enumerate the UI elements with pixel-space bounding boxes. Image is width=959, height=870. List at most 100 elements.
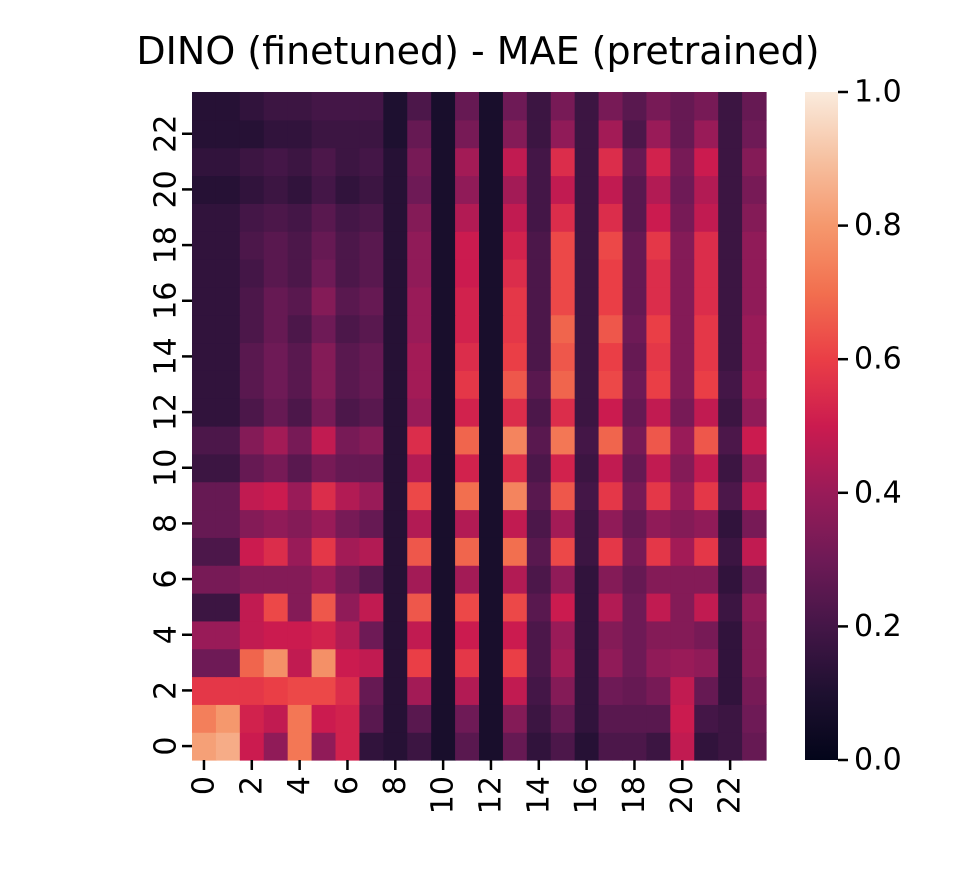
heatmap-cell: [718, 203, 743, 232]
heatmap-cell: [742, 147, 767, 177]
heatmap-cell: [694, 259, 719, 288]
heatmap-cell: [550, 175, 576, 204]
heatmap-cell: [550, 398, 576, 427]
heatmap-cell: [646, 286, 671, 316]
heatmap-cell: [550, 119, 576, 149]
heatmap-cell: [239, 342, 265, 371]
heatmap-cells: [192, 92, 767, 761]
heatmap-cell: [574, 453, 600, 483]
heatmap-cell: [670, 426, 695, 455]
heatmap-cell: [263, 704, 289, 733]
heatmap-cell: [526, 732, 552, 761]
heatmap-cell: [335, 481, 361, 511]
heatmap-cell: [670, 259, 695, 288]
heatmap-cell: [574, 732, 600, 761]
heatmap-cell: [574, 119, 600, 149]
heatmap-cell: [646, 620, 671, 650]
heatmap-cell: [359, 565, 384, 594]
heatmap-cell: [335, 342, 361, 371]
heatmap-cell: [622, 175, 648, 204]
heatmap-cell: [431, 537, 456, 566]
heatmap-cell: [574, 593, 600, 622]
heatmap-cell: [239, 704, 265, 733]
heatmap-cell: [192, 648, 217, 678]
heatmap-cell: [598, 92, 624, 121]
heatmap-cell: [670, 92, 695, 121]
heatmap-cell: [192, 537, 217, 566]
heatmap-cell: [407, 509, 432, 538]
heatmap-cell: [407, 732, 432, 761]
heatmap-cell: [263, 231, 289, 260]
heatmap-cell: [383, 231, 408, 260]
heatmap-cell: [718, 704, 743, 733]
heatmap-cell: [263, 147, 289, 177]
heatmap-cell: [263, 593, 289, 622]
heatmap-cell: [455, 175, 480, 204]
heatmap-cell: [383, 565, 408, 594]
heatmap-cell: [622, 398, 648, 427]
heatmap-cell: [359, 314, 384, 344]
heatmap-cell: [646, 648, 671, 678]
heatmap-cell: [407, 92, 432, 121]
heatmap-cell: [718, 342, 743, 371]
heatmap-cell: [694, 119, 719, 149]
heatmap-cell: [479, 259, 504, 288]
heatmap-cell: [192, 565, 217, 594]
heatmap-cell: [263, 648, 289, 678]
heatmap-cell: [526, 175, 552, 204]
heatmap-cell: [407, 620, 432, 650]
heatmap-cell: [287, 314, 313, 344]
heatmap-cell: [479, 286, 504, 316]
heatmap-cell: [287, 286, 313, 316]
heatmap-cell: [694, 537, 719, 566]
colorbar-gradient: [805, 92, 838, 760]
heatmap-cell: [502, 259, 528, 288]
heatmap-cell: [550, 593, 576, 622]
heatmap-cell: [574, 481, 600, 511]
x-tick-label: 14: [521, 776, 556, 814]
heatmap-cell: [311, 620, 337, 650]
heatmap-cell: [192, 481, 217, 511]
heatmap-cell: [598, 175, 624, 204]
heatmap-cell: [550, 203, 576, 232]
heatmap-cell: [526, 231, 552, 260]
heatmap-cell: [215, 286, 241, 316]
heatmap-cell: [718, 537, 743, 566]
heatmap-cell: [287, 648, 313, 678]
heatmap-cell: [287, 175, 313, 204]
heatmap-cell: [550, 704, 576, 733]
heatmap-cell: [263, 732, 289, 761]
heatmap-cell: [407, 537, 432, 566]
heatmap-cell: [502, 286, 528, 316]
heatmap-cell: [239, 203, 265, 232]
heatmap-cell: [694, 231, 719, 260]
heatmap-cell: [694, 175, 719, 204]
heatmap-cell: [526, 398, 552, 427]
heatmap-cell: [479, 537, 504, 566]
heatmap-cell: [526, 203, 552, 232]
heatmap-cell: [718, 676, 743, 705]
heatmap-cell: [670, 398, 695, 427]
heatmap-cell: [479, 676, 504, 705]
y-tick-label: 4: [149, 625, 184, 644]
heatmap-cell: [359, 426, 384, 455]
heatmap-cell: [574, 565, 600, 594]
heatmap-cell: [646, 481, 671, 511]
heatmap-cell: [239, 648, 265, 678]
heatmap-cell: [502, 175, 528, 204]
heatmap-cell: [550, 481, 576, 511]
y-tick-label: 16: [149, 282, 184, 320]
heatmap-cell: [502, 398, 528, 427]
heatmap-cell: [455, 509, 480, 538]
heatmap-cell: [479, 203, 504, 232]
heatmap-cell: [742, 342, 767, 371]
heatmap-cell: [359, 676, 384, 705]
heatmap-cell: [622, 92, 648, 121]
heatmap-cell: [479, 593, 504, 622]
heatmap-cell: [550, 565, 576, 594]
heatmap-cell: [502, 565, 528, 594]
heatmap-cell: [670, 286, 695, 316]
heatmap-cell: [311, 314, 337, 344]
heatmap-cell: [622, 509, 648, 538]
heatmap-cell: [670, 565, 695, 594]
